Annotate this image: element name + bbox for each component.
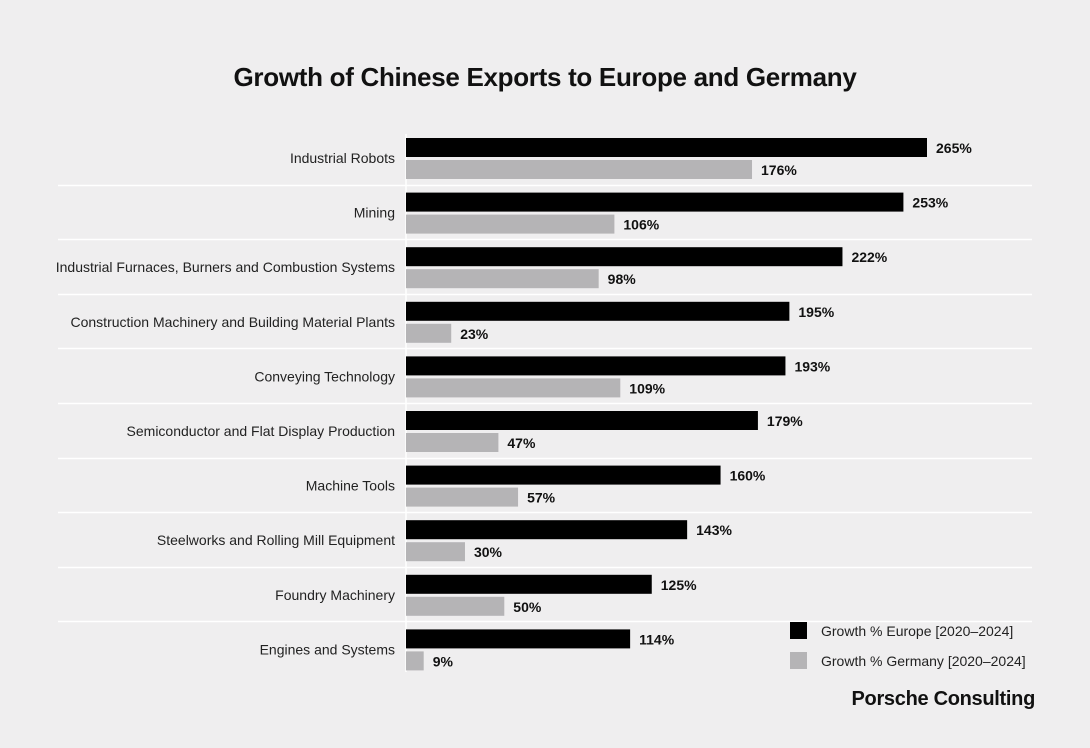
bar-germany (406, 323, 452, 343)
category-label: Construction Machinery and Building Mate… (71, 314, 396, 330)
category-label: Industrial Robots (290, 150, 395, 166)
category-label: Semiconductor and Flat Display Productio… (127, 423, 395, 439)
bar-germany (406, 269, 599, 289)
brand-logo: Porsche Consulting (851, 688, 1035, 710)
bar-europe (406, 629, 631, 649)
legend-swatch-germany (790, 652, 807, 669)
chart-title: Growth of Chinese Exports to Europe and … (233, 62, 857, 92)
category-label: Engines and Systems (260, 641, 395, 657)
category-label: Mining (354, 205, 395, 221)
data-label-germany: 106% (623, 217, 659, 233)
bar-germany (406, 433, 499, 452)
data-label-europe: 125% (661, 577, 697, 593)
data-label-europe: 179% (767, 413, 803, 429)
data-label-europe: 265% (936, 140, 972, 156)
bar-europe (406, 301, 790, 321)
bar-germany (406, 378, 621, 398)
category-label: Steelworks and Rolling Mill Equipment (157, 532, 395, 548)
data-label-europe: 222% (851, 249, 887, 265)
data-label-germany: 47% (507, 435, 536, 451)
bar-europe (406, 138, 927, 157)
data-label-germany: 50% (513, 599, 542, 615)
data-label-germany: 57% (527, 490, 556, 506)
data-label-germany: 9% (433, 653, 454, 669)
bar-germany (406, 160, 753, 179)
data-label-europe: 253% (912, 195, 948, 211)
category-label: Machine Tools (306, 478, 395, 494)
category-label: Industrial Furnaces, Burners and Combust… (56, 259, 395, 275)
data-label-europe: 195% (798, 304, 834, 320)
data-label-germany: 98% (608, 271, 637, 287)
bar-europe (406, 520, 688, 540)
data-label-germany: 23% (460, 326, 489, 342)
bar-germany (406, 487, 519, 507)
legend-label-europe: Growth % Europe [2020–2024] (821, 623, 1013, 639)
bar-europe (406, 465, 721, 485)
bar-europe (406, 192, 904, 212)
data-label-europe: 160% (730, 468, 766, 484)
bar-europe (406, 574, 652, 594)
bar-germany (406, 596, 505, 616)
data-label-germany: 30% (474, 544, 503, 560)
bar-germany (406, 651, 424, 671)
bar-germany (406, 214, 615, 234)
data-label-europe: 114% (639, 631, 675, 647)
data-label-europe: 143% (696, 522, 732, 538)
legend-swatch-europe (790, 622, 807, 639)
category-label: Conveying Technology (254, 368, 395, 384)
data-label-germany: 176% (761, 162, 797, 178)
data-label-germany: 109% (629, 380, 665, 396)
data-label-europe: 193% (794, 358, 830, 374)
bar-europe (406, 247, 843, 267)
category-label: Foundry Machinery (275, 587, 395, 603)
bar-germany (406, 542, 465, 562)
legend-label-germany: Growth % Germany [2020–2024] (821, 653, 1026, 669)
bar-europe (406, 411, 758, 430)
bar-europe (406, 356, 786, 376)
